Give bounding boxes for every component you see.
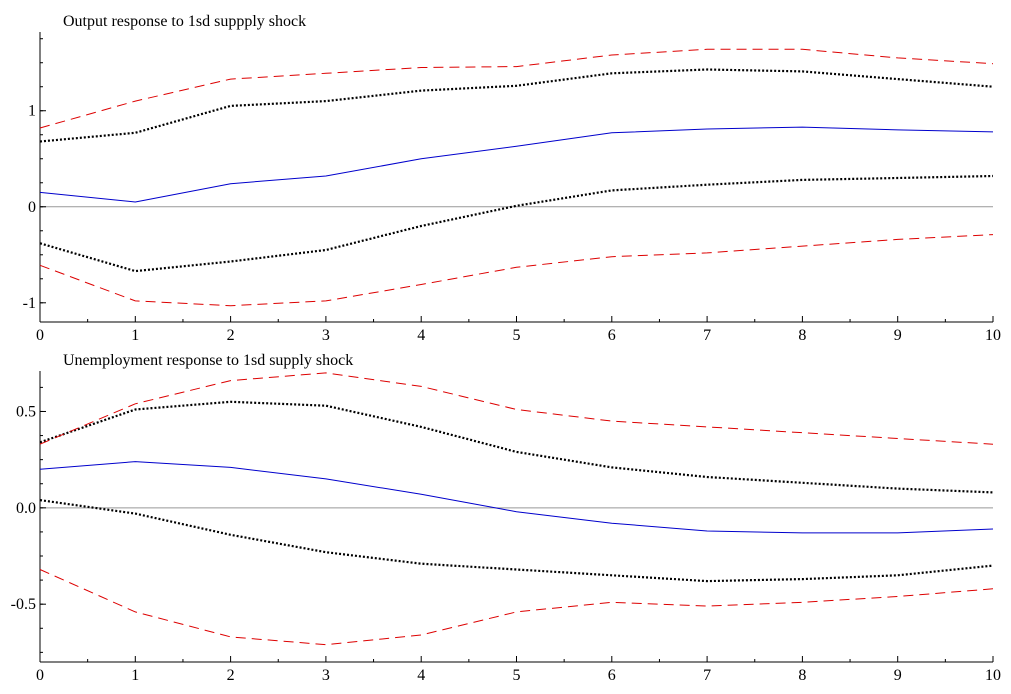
x-tick-label: 1 bbox=[131, 327, 139, 344]
y-tick-label: -0.5 bbox=[11, 596, 36, 613]
x-tick-label: 6 bbox=[608, 327, 616, 344]
x-tick-label: 10 bbox=[985, 667, 1001, 684]
x-tick-label: 7 bbox=[703, 667, 711, 684]
series-line-median bbox=[39, 126, 994, 203]
x-tick-label: 5 bbox=[513, 667, 521, 684]
x-tick-label: 5 bbox=[513, 327, 521, 344]
series-line-band-68-upper bbox=[39, 68, 994, 143]
x-tick-label: 8 bbox=[798, 327, 806, 344]
x-tick-label: 3 bbox=[322, 327, 330, 344]
y-tick-label: 1 bbox=[28, 103, 36, 120]
x-tick-label: 2 bbox=[227, 327, 235, 344]
panel-unemployment-response: Unemployment response to 1sd supply shoc… bbox=[11, 352, 1001, 684]
x-tick-label: 9 bbox=[894, 667, 902, 684]
y-tick-label: -1 bbox=[23, 295, 36, 312]
x-tick-label: 1 bbox=[131, 667, 139, 684]
panel-output-response: Output response to 1sd suppply shock 0 1 2… bbox=[23, 13, 1001, 344]
series-line-band-68-lower bbox=[39, 499, 994, 583]
x-tick-label: 3 bbox=[322, 667, 330, 684]
y-tick-label: 0 bbox=[28, 199, 36, 216]
x-tick-label: 9 bbox=[894, 327, 902, 344]
series-line-band-95-upper bbox=[39, 372, 994, 445]
series-line-band-95-lower bbox=[39, 234, 994, 307]
x-tick-label: 8 bbox=[798, 667, 806, 684]
series-line-band-68-upper bbox=[39, 400, 994, 494]
series-line-median bbox=[39, 461, 994, 534]
x-tick-label: 10 bbox=[985, 327, 1001, 344]
series-line-band-68-lower bbox=[39, 174, 994, 273]
x-tick-label: 0 bbox=[36, 327, 44, 344]
x-tick-label: 4 bbox=[417, 667, 425, 684]
series-line-band-95-lower bbox=[39, 569, 994, 646]
x-tick-label: 7 bbox=[703, 327, 711, 344]
chart-title: Unemployment response to 1sd supply shoc… bbox=[63, 352, 353, 369]
chart-title: Output response to 1sd suppply shock bbox=[63, 13, 306, 30]
x-tick-label: 4 bbox=[417, 327, 425, 344]
y-tick-label: 0.0 bbox=[16, 500, 36, 517]
series-line-band-95-upper bbox=[39, 48, 994, 129]
x-tick-label: 0 bbox=[36, 667, 44, 684]
y-tick-label: 0.5 bbox=[16, 403, 36, 420]
x-tick-label: 6 bbox=[608, 667, 616, 684]
x-tick-label: 2 bbox=[227, 667, 235, 684]
